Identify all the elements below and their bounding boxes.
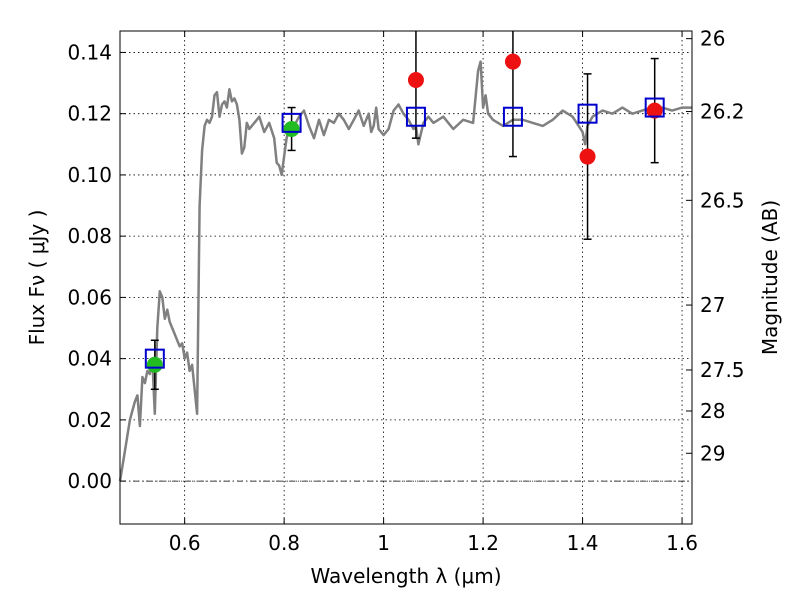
y2-tick-label: 28 <box>700 399 725 423</box>
y-tick-label: 0.02 <box>67 408 112 432</box>
y2-tick-label: 26.2 <box>700 100 745 124</box>
model-photometry-square <box>405 106 426 127</box>
x-axis-label: Wavelength λ (μm) <box>310 564 501 588</box>
model-photometry-square <box>502 106 523 127</box>
y-tick-label: 0.14 <box>67 40 112 64</box>
x-tick-label: 1.4 <box>567 531 599 555</box>
y-axis-label: Flux Fν ( μJy ) <box>25 210 49 346</box>
x-tick-label: 1.6 <box>666 531 698 555</box>
model-photometry-square <box>281 112 302 133</box>
y-tick-label: 0.04 <box>67 347 112 371</box>
observed-optical-point <box>283 120 300 137</box>
observed-optical-point <box>146 356 163 373</box>
y2-tick-label: 29 <box>700 441 725 465</box>
y-tick-label: 0.12 <box>67 102 112 126</box>
y-tick-label: 0.00 <box>67 469 112 493</box>
observed-nir-point <box>407 71 424 88</box>
grid <box>120 31 692 524</box>
observed-nir-point <box>579 148 596 165</box>
y2-axis-label: Magnitude (AB) <box>758 200 782 355</box>
y2-tick-label: 26.5 <box>700 188 745 212</box>
tick-labels: 0.6 0.8 1 1.2 1.4 1.6 0.00 0.02 0.04 0.06 0.08 0.10… <box>67 27 744 555</box>
x-tick-label: 0.8 <box>268 531 300 555</box>
y-tick-label: 0.10 <box>67 163 112 187</box>
x-tick-label: 1.2 <box>467 531 499 555</box>
plot-frame <box>119 30 693 525</box>
y2-tick-label: 27.5 <box>700 358 745 382</box>
y-tick-label: 0.06 <box>67 285 112 309</box>
y2-tick-label: 27 <box>700 293 725 317</box>
data-points <box>144 53 665 373</box>
x-tick-label: 1 <box>377 531 390 555</box>
model-photometry-square <box>644 97 665 118</box>
y2-tick-label: 26 <box>700 27 725 51</box>
error-bars <box>150 31 659 391</box>
axis-ticks <box>120 31 692 524</box>
model-photometry-square <box>577 103 598 124</box>
y-tick-label: 0.08 <box>67 224 112 248</box>
observed-nir-point <box>504 53 521 70</box>
model-photometry-square <box>144 348 165 369</box>
x-tick-label: 0.6 <box>169 531 201 555</box>
observed-nir-point <box>646 102 663 119</box>
